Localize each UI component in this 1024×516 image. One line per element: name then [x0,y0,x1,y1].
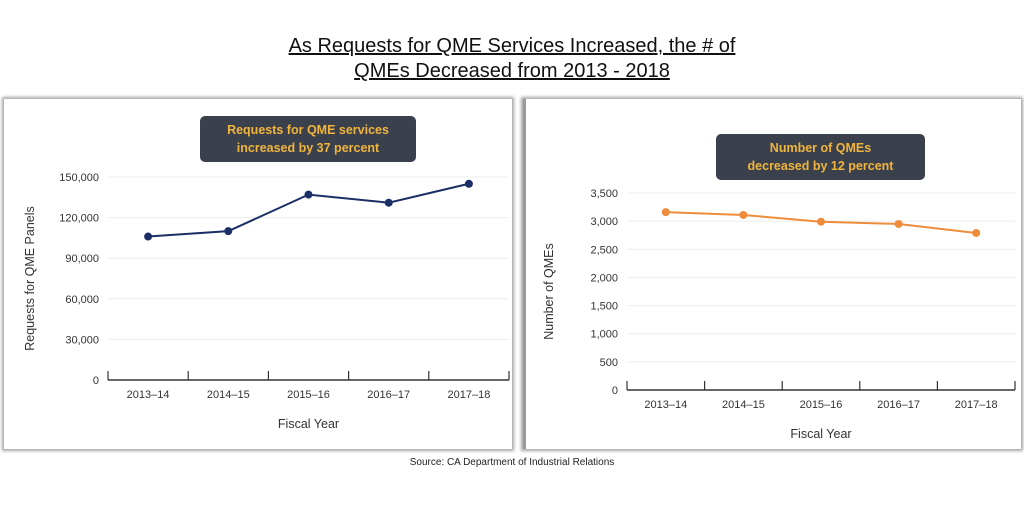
requests-callout: Requests for QME services increased by 3… [200,116,416,162]
requests-chart: 0 30,000 60,000 90,000 120,000 150,000 2013–14… [23,172,510,431]
requests-x-tick-label: 2013–14 [127,389,170,401]
qmes-data-point [661,208,670,217]
requests-y-tick-label: 60,000 [65,294,99,306]
qmes-chart-panel: 0 500 1,000 1,500 2,000 2,500 3,000 3,500 2013–1… [523,99,1021,449]
requests-x-axis-title: Fiscal Year [278,417,339,431]
qmes-x-tick-label: 2015–16 [800,399,843,411]
qmes-y-tick-label: 500 [600,357,618,369]
qmes-x-tick-label: 2014–15 [722,399,765,411]
qmes-data-point [894,219,903,228]
qmes-y-tick-label: 1,000 [590,329,618,341]
requests-y-tick-label: 150,000 [59,172,99,184]
requests-y-axis-title: Requests for QME Panels [23,206,37,351]
requests-y-tick-label: 90,000 [65,253,99,265]
requests-data-point [224,227,233,236]
qmes-y-tick-label: 0 [612,385,618,397]
main-title-line2: QMEs Decreased from 2013 - 2018 [354,60,670,82]
qmes-x-axis-title: Fiscal Year [790,427,851,441]
requests-callout-line1: Requests for QME services [227,123,389,137]
qmes-x-tick-label: 2017–18 [955,399,998,411]
qmes-data-point [972,228,981,237]
qmes-y-tick-label: 3,500 [590,188,618,200]
qmes-callout: Number of QMEs decreased by 12 percent [716,134,925,180]
qmes-y-tick-label: 1,500 [590,301,618,313]
main-title: As Requests for QME Services Increased, … [0,34,1024,84]
qmes-callout-line2: decreased by 12 percent [747,159,894,173]
source-note: Source: CA Department of Industrial Rela… [409,457,615,468]
qmes-y-axis-title: Number of QMEs [542,243,556,340]
qmes-data-point [817,217,825,226]
requests-data-point [304,190,313,199]
requests-data-point [384,198,393,207]
requests-x-tick-label: 2014–15 [207,389,250,401]
requests-y-tick-label: 120,000 [59,213,99,225]
qmes-chart: 0 500 1,000 1,500 2,000 2,500 3,000 3,500 2013–1… [542,188,1016,441]
requests-y-tick-label: 30,000 [65,334,99,346]
requests-x-tick-label: 2016–17 [367,389,410,401]
requests-chart-panel: 0 30,000 60,000 90,000 120,000 150,000 2013–14… [4,99,512,449]
qmes-y-tick-label: 2,500 [590,244,618,256]
requests-x-tick-label: 2017–18 [447,389,490,401]
qmes-y-tick-label: 3,000 [590,216,618,228]
main-title-line1: As Requests for QME Services Increased, … [288,35,736,57]
qmes-y-tick-label: 2,000 [590,272,618,284]
requests-x-tick-label: 2015–16 [287,389,330,401]
qmes-x-tick-label: 2013–14 [644,399,687,411]
qmes-x-tick-label: 2016–17 [877,399,920,411]
requests-callout-line2: increased by 37 percent [236,141,380,155]
qmes-data-point [739,210,748,219]
requests-data-point [464,179,473,188]
qmes-callout-line1: Number of QMEs [769,141,872,155]
requests-y-tick-label: 0 [93,375,99,387]
requests-data-point [144,232,153,241]
